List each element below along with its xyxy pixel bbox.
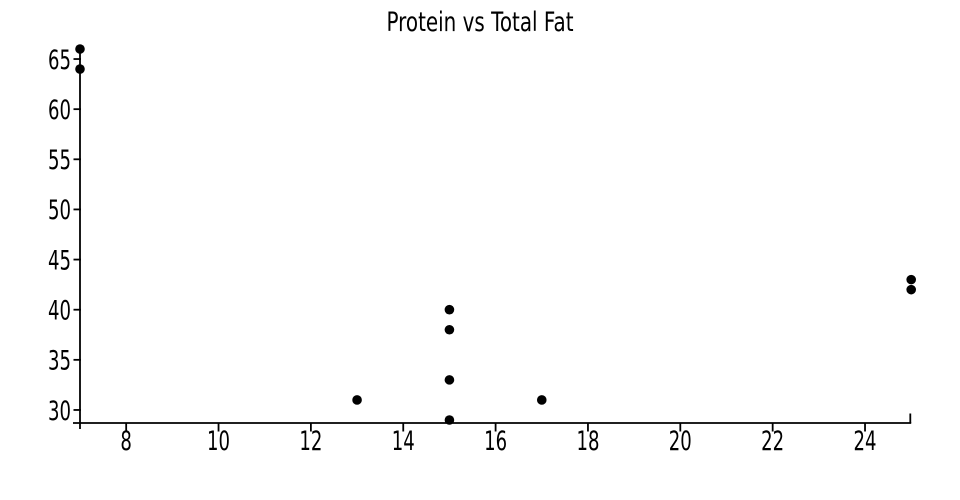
x-tick-label: 18 [576,426,599,457]
points-layer [75,44,916,425]
data-point [75,64,85,74]
data-point [75,44,85,54]
y-tick-label: 60 [48,95,71,126]
x-tick-label: 20 [669,426,692,457]
data-point [444,324,455,335]
y-tick-label: 50 [48,195,71,226]
axes-layer [73,46,912,429]
data-point [906,274,916,285]
y-tick-label: 45 [48,245,71,276]
data-point [352,395,362,405]
ticks-layer: 8 10 12 14 16 18 20 22 24 30 35 40 45 50 55 60 65 [48,45,877,457]
y-tick-label: 35 [48,346,71,377]
data-point [906,284,916,295]
x-tick-label: 8 [120,426,132,457]
x-tick-label: 16 [484,426,507,457]
x-tick-label: 12 [299,426,322,457]
data-point [536,395,547,405]
y-tick-label: 65 [48,45,71,76]
data-point [444,304,455,315]
x-tick-label: 14 [392,426,415,457]
data-point [444,375,455,385]
y-tick-label: 30 [48,396,71,427]
y-tick-label: 55 [48,145,71,176]
x-tick-label: 10 [207,426,230,457]
data-point [444,415,455,425]
y-tick-label: 40 [48,295,71,326]
chart-title: Protein vs Total Fat [387,7,574,38]
x-tick-label: 24 [854,426,877,457]
x-tick-label: 22 [761,426,784,457]
